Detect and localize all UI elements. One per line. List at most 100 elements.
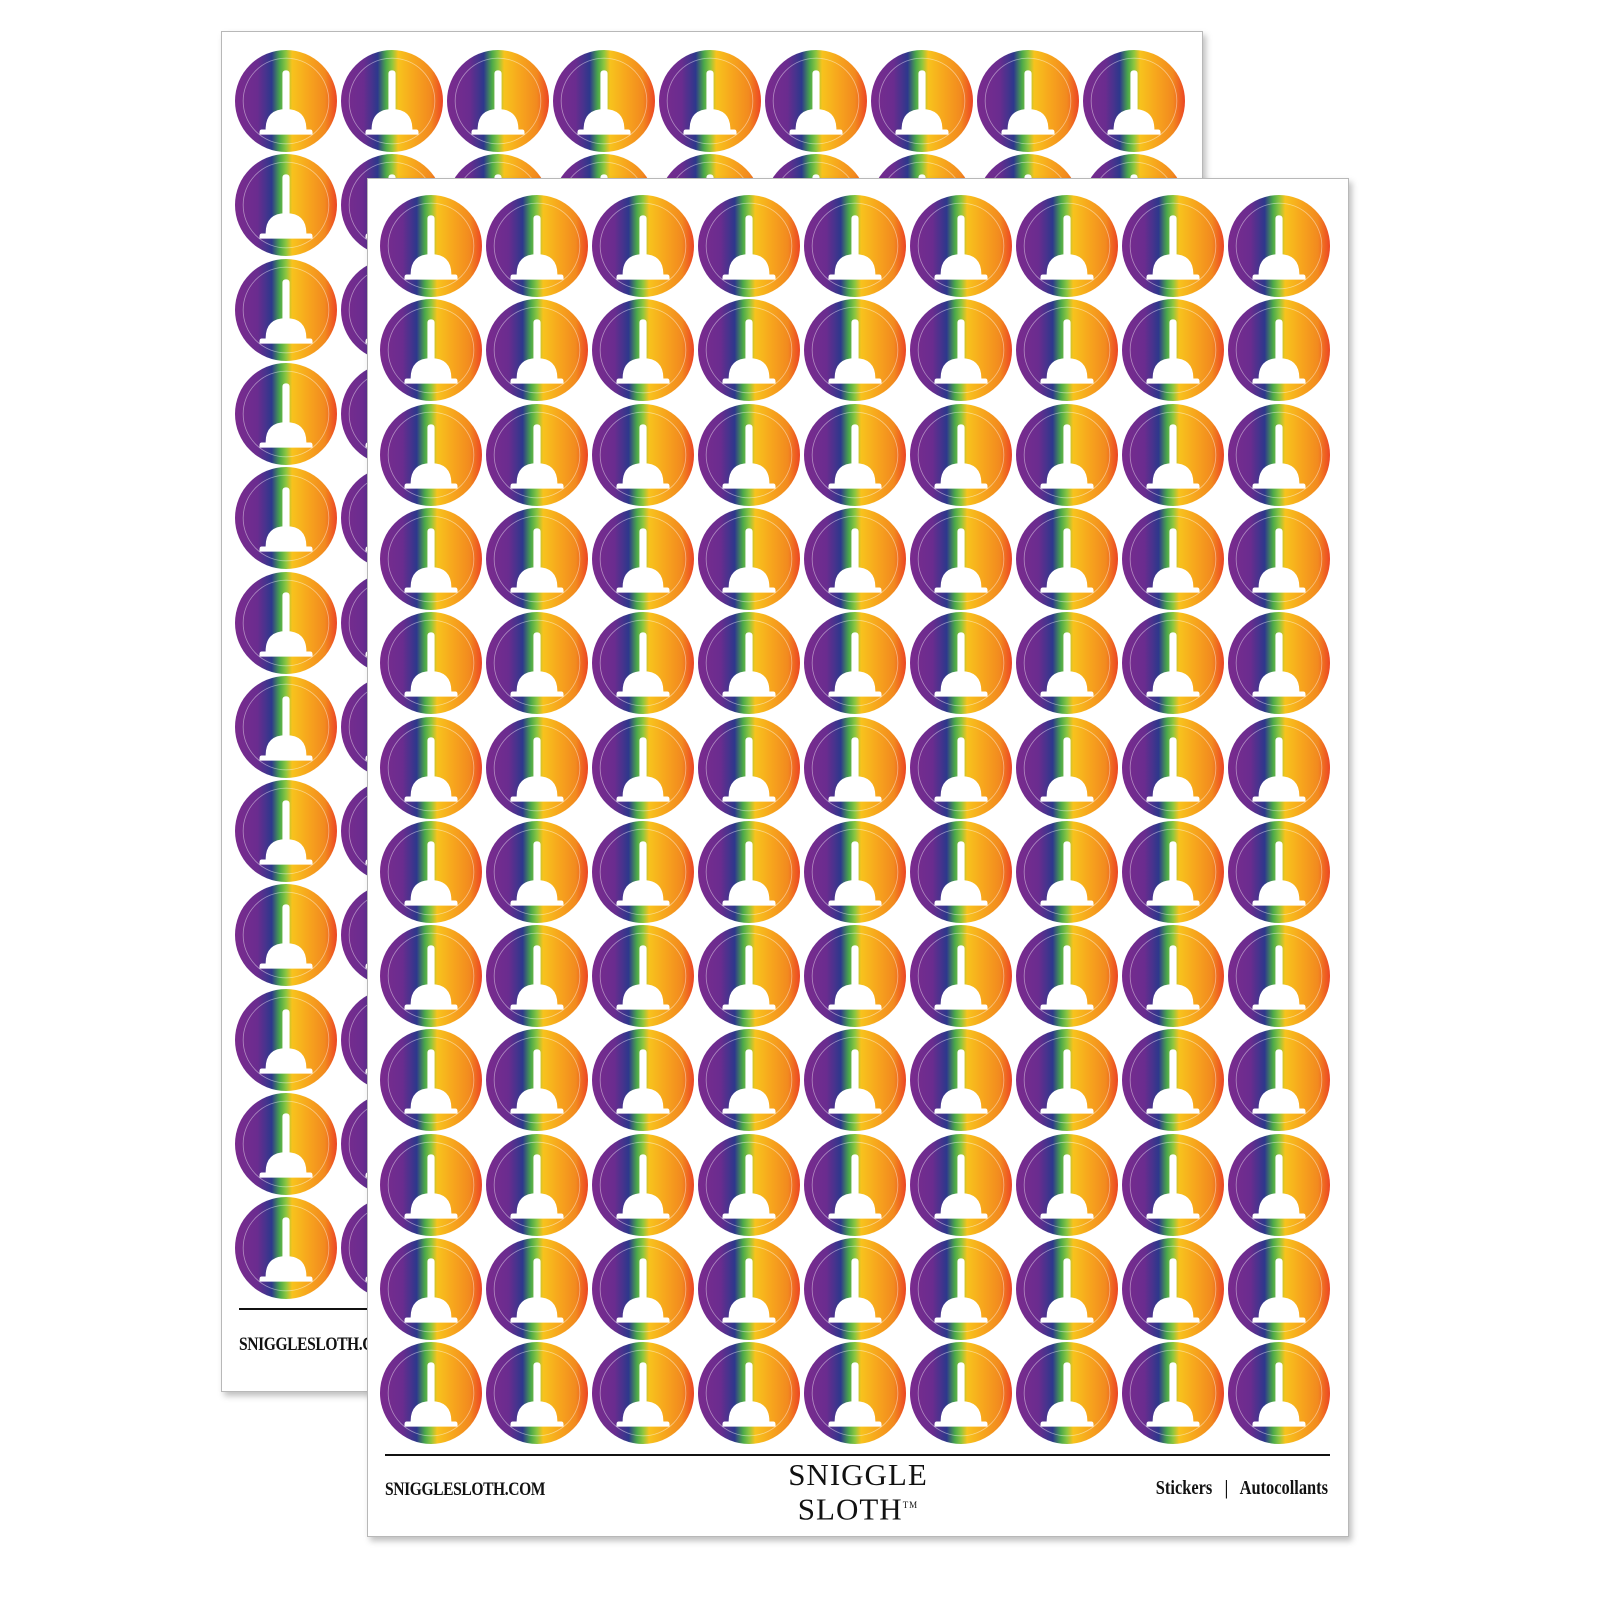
plunger-icon — [235, 50, 337, 152]
sticker — [341, 50, 443, 152]
sticker — [698, 195, 800, 297]
sticker — [804, 716, 906, 819]
plunger-icon — [235, 1197, 337, 1300]
plunger-icon — [235, 884, 337, 987]
sticker — [592, 403, 694, 506]
plunger-icon — [486, 612, 588, 715]
sticker — [804, 403, 906, 506]
sticker — [486, 195, 588, 297]
plunger-icon — [380, 1029, 482, 1132]
sticker — [235, 780, 337, 883]
sticker — [1228, 299, 1330, 402]
sticker — [910, 403, 1012, 506]
plunger-icon — [804, 1342, 906, 1445]
plunger-icon — [804, 507, 906, 610]
sticker — [910, 1238, 1012, 1340]
sticker — [1228, 820, 1330, 923]
plunger-icon — [1228, 925, 1330, 1028]
sticker — [235, 258, 337, 361]
sticker — [698, 403, 800, 506]
sticker — [698, 925, 800, 1028]
plunger-icon — [592, 195, 694, 297]
sticker — [1122, 925, 1224, 1028]
plunger-icon — [1016, 925, 1118, 1028]
plunger-icon — [1228, 299, 1330, 402]
sticker — [486, 1342, 588, 1445]
sticker — [380, 299, 482, 402]
sticker — [592, 195, 694, 297]
sticker — [977, 50, 1079, 152]
sticker — [1122, 1342, 1224, 1445]
plunger-icon — [698, 403, 800, 506]
sticker — [486, 716, 588, 819]
sticker — [592, 1238, 694, 1340]
sticker — [804, 820, 906, 923]
sticker — [235, 467, 337, 570]
plunger-icon — [235, 258, 337, 361]
plunger-icon — [1122, 195, 1224, 297]
sticker — [1122, 716, 1224, 819]
brand-line1: SNIGGLE — [788, 1457, 928, 1492]
plunger-icon — [592, 1133, 694, 1236]
plunger-icon — [698, 1342, 800, 1445]
plunger-icon — [592, 716, 694, 819]
sticker — [380, 403, 482, 506]
plunger-icon — [380, 1342, 482, 1445]
tagline-separator: | — [1224, 1477, 1229, 1499]
plunger-icon — [592, 507, 694, 610]
sticker — [380, 612, 482, 715]
sticker — [910, 716, 1012, 819]
sticker — [1228, 1133, 1330, 1236]
plunger-icon — [804, 299, 906, 402]
sticker — [698, 716, 800, 819]
sticker — [804, 1238, 906, 1340]
sticker — [486, 1029, 588, 1132]
plunger-icon — [380, 820, 482, 923]
sticker — [592, 299, 694, 402]
sticker — [1016, 507, 1118, 610]
plunger-icon — [592, 1342, 694, 1445]
plunger-icon — [698, 820, 800, 923]
sticker — [553, 50, 655, 152]
sticker — [804, 507, 906, 610]
sticker — [1122, 507, 1224, 610]
sticker — [1122, 1133, 1224, 1236]
sticker — [1122, 1238, 1224, 1340]
plunger-icon — [380, 403, 482, 506]
plunger-icon — [910, 299, 1012, 402]
plunger-icon — [486, 299, 588, 402]
plunger-icon — [1016, 612, 1118, 715]
plunger-icon — [1016, 820, 1118, 923]
sticker — [380, 1342, 482, 1445]
plunger-icon — [910, 716, 1012, 819]
plunger-icon — [1228, 507, 1330, 610]
sticker — [698, 1238, 800, 1340]
plunger-icon — [1122, 925, 1224, 1028]
sticker — [592, 612, 694, 715]
plunger-icon — [698, 507, 800, 610]
sticker — [380, 1238, 482, 1340]
plunger-icon — [592, 299, 694, 402]
plunger-icon — [592, 925, 694, 1028]
plunger-icon — [380, 925, 482, 1028]
sticker — [804, 925, 906, 1028]
plunger-icon — [1228, 1342, 1330, 1445]
plunger-icon — [910, 612, 1012, 715]
plunger-icon — [235, 362, 337, 465]
sticker — [592, 507, 694, 610]
plunger-icon — [592, 612, 694, 715]
sticker — [486, 1133, 588, 1236]
sticker — [1016, 299, 1118, 402]
plunger-icon — [1122, 1342, 1224, 1445]
plunger-icon — [910, 1133, 1012, 1236]
plunger-icon — [804, 612, 906, 715]
plunger-icon — [1083, 50, 1185, 152]
sticker — [1016, 612, 1118, 715]
plunger-icon — [804, 403, 906, 506]
sticker — [235, 1197, 337, 1300]
sticker — [486, 299, 588, 402]
plunger-icon — [1228, 1238, 1330, 1340]
sticker — [698, 820, 800, 923]
sticker — [380, 925, 482, 1028]
sticker — [1228, 612, 1330, 715]
